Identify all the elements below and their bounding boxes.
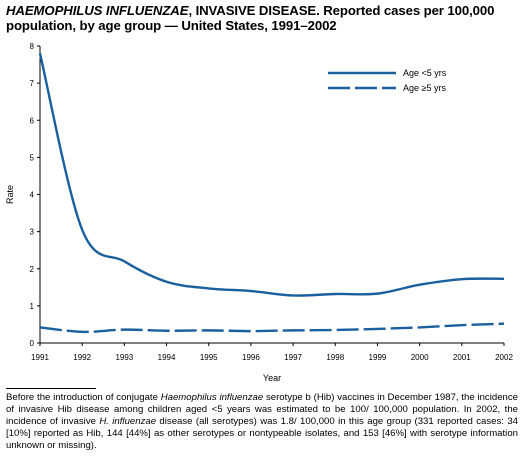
x-tick-label: 2001 xyxy=(453,353,471,362)
y-tick-label: 8 xyxy=(30,42,35,51)
chart-title-italic: HAEMOPHILUS INFLUENZAE xyxy=(6,3,189,18)
x-tick-label: 1994 xyxy=(158,353,176,362)
x-tick-label: 1991 xyxy=(31,353,49,362)
y-tick-label: 5 xyxy=(30,153,35,162)
chart-ticks: 0 1 2 3 4 5 6 7 8 1991 1992 1993 1994 1995 1996 1997 199… xyxy=(30,42,514,362)
x-tick-label: 2002 xyxy=(495,353,513,362)
x-tick-label: 1999 xyxy=(369,353,387,362)
legend-label: Age <5 yrs xyxy=(403,68,447,78)
footnote-text-2: serotype b (Hib) vaccines in December 19… xyxy=(6,392,519,427)
footnote-text-1: Before the introduction of conjugate xyxy=(6,392,161,403)
y-tick-label: 0 xyxy=(30,339,35,348)
chart-legend: Age <5 yrs Age ≥5 yrs xyxy=(328,68,447,93)
footnote-italic-1: Haemophilus influenzae xyxy=(160,392,264,403)
series-line-age-under-5 xyxy=(38,53,505,297)
x-tick-label: 1993 xyxy=(115,353,133,362)
chart-series xyxy=(38,53,505,334)
x-axis-label: Year xyxy=(263,373,281,383)
y-tick-label: 3 xyxy=(30,228,35,237)
y-tick-label: 4 xyxy=(30,191,35,200)
y-tick-label: 6 xyxy=(30,116,35,125)
y-tick-label: 7 xyxy=(30,79,35,88)
x-tick-label: 1996 xyxy=(242,353,260,362)
footnote-italic-2: H. influenzae xyxy=(99,416,157,427)
x-tick-label: 2000 xyxy=(411,353,429,362)
line-chart: 0 1 2 3 4 5 6 7 8 1991 1992 1993 1994 1995 1996 1997 199… xyxy=(5,42,514,383)
y-axis-label: Rate xyxy=(5,185,15,204)
x-tick-label: 1995 xyxy=(200,353,218,362)
y-tick-label: 1 xyxy=(30,302,35,311)
footnote-divider xyxy=(6,388,96,389)
x-tick-label: 1992 xyxy=(73,353,91,362)
footnote-text-3: disease (all serotypes) was 1.8/ 100,000… xyxy=(6,416,518,451)
chart-title: HAEMOPHILUS INFLUENZAE, INVASIVE DISEASE… xyxy=(6,3,516,33)
legend-label: Age ≥5 yrs xyxy=(403,83,446,93)
x-tick-label: 1998 xyxy=(326,353,344,362)
y-tick-label: 2 xyxy=(30,265,35,274)
series-line-age-5-and-over xyxy=(39,322,505,334)
footnote: Before the introduction of conjugate Hae… xyxy=(6,392,518,452)
x-tick-label: 1997 xyxy=(284,353,302,362)
chart-title-rest: , INVASIVE DISEASE. Reported cases per 1… xyxy=(6,3,495,33)
